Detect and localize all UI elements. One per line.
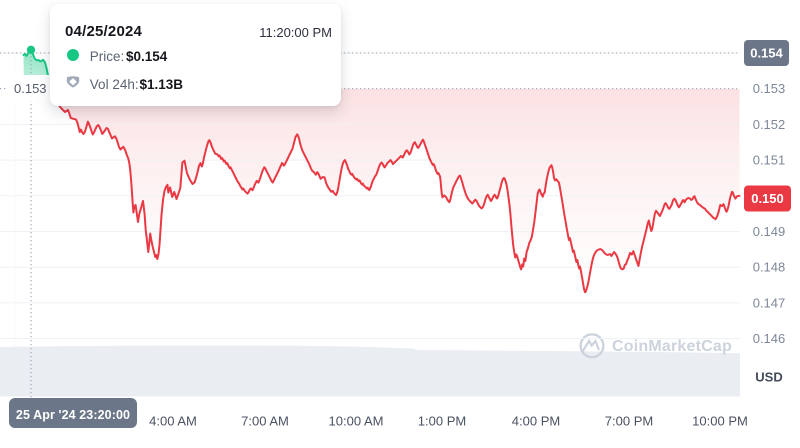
svg-text:10:00 AM: 10:00 AM (329, 414, 384, 429)
svg-text:0.147: 0.147 (753, 295, 786, 310)
svg-text:0.152: 0.152 (753, 117, 786, 132)
svg-text:CoinMarketCap: CoinMarketCap (612, 338, 732, 355)
svg-text:0.149: 0.149 (753, 224, 786, 239)
svg-text:7:00 PM: 7:00 PM (605, 414, 653, 429)
svg-text:7:00 AM: 7:00 AM (241, 414, 289, 429)
svg-text:USD: USD (755, 370, 782, 385)
svg-text:4:00 PM: 4:00 PM (512, 414, 560, 429)
svg-text:0.150: 0.150 (751, 191, 784, 206)
svg-text:4:00 AM: 4:00 AM (149, 414, 197, 429)
svg-text:0.146: 0.146 (753, 331, 786, 346)
svg-text:1:00 PM: 1:00 PM (418, 414, 466, 429)
svg-text:0.153: 0.153 (753, 81, 786, 96)
svg-text:0.148: 0.148 (753, 260, 786, 275)
svg-text:0.151: 0.151 (753, 153, 786, 168)
svg-text:10:00 PM: 10:00 PM (692, 414, 748, 429)
svg-text:0.154: 0.154 (750, 46, 783, 61)
svg-text:0.153: 0.153 (14, 81, 47, 96)
